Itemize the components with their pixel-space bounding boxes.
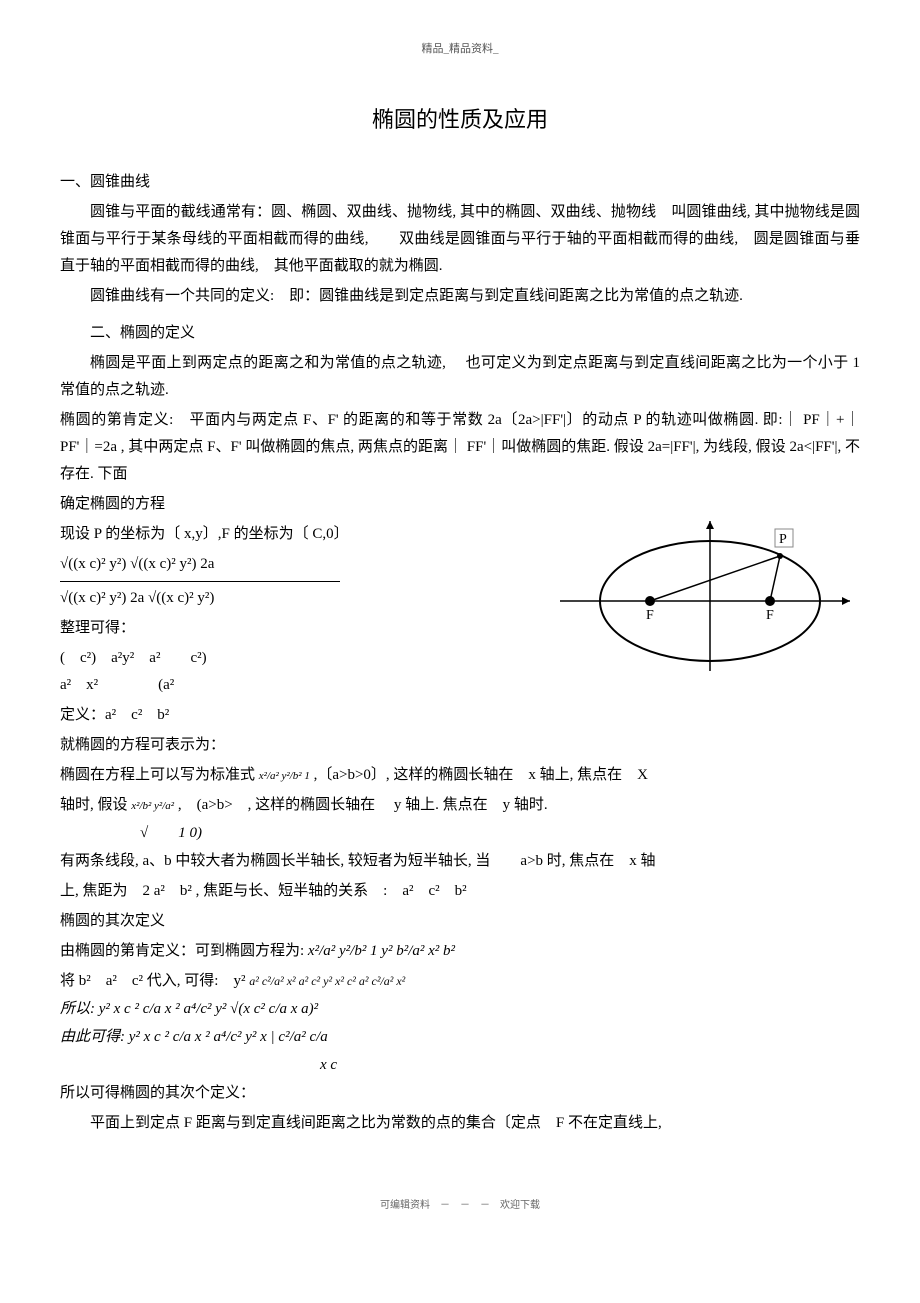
y-form-text-b: , (a>b> , 这样的椭圆长轴在 y 轴上. 焦点在 y 轴时.: [178, 797, 548, 813]
y-form-text-a: 轴时, 假设: [60, 797, 131, 813]
std-form-text-a: 椭圆在方程上可以写为标准式: [60, 767, 259, 783]
ellipse-svg: P F F: [560, 511, 860, 691]
paragraph-second-def-text: 平面上到定点 F 距离与到定直线间距离之比为常数的点的集合〔定点 F 不在定直线…: [60, 1110, 860, 1137]
label-p: P: [779, 532, 787, 547]
page-footer-small: 可编辑资料 － － － 欢迎下载: [60, 1197, 860, 1215]
y-axis-arrow: [706, 521, 714, 529]
y-form-extra: √ 1 0): [140, 823, 860, 844]
y-form-frac: x²/b² y²/a²: [131, 800, 174, 812]
paragraph-focal-dist: 上, 焦距为 2 a² b² , 焦距与长、短半轴的关系 : a² c² b²: [60, 878, 860, 905]
derive-2a: 将 b² a² c² 代入, 可得: y²: [60, 973, 245, 989]
paragraph-derive-1: 由椭圆的第肯定义：可到椭圆方程为: x²/a² y²/b² 1 y² b²/a²…: [60, 938, 860, 965]
derive-1a: 由椭圆的第肯定义：可到椭圆方程为:: [60, 943, 304, 959]
paragraph-y-axis-form: 轴时, 假设 x²/b² y²/a² , (a>b> , 这样的椭圆长轴在 y …: [60, 792, 860, 819]
section-2-heading: 二、椭圆的定义: [60, 320, 860, 347]
x-axis-arrow: [842, 597, 850, 605]
paragraph-first-def: 椭圆的第肯定义: 平面内与两定点 F、F' 的距离的和等于常数 2a〔2a>|F…: [60, 407, 860, 488]
page-header-small: 精品_精品资料_: [60, 40, 860, 60]
paragraph-derive-3: 所以: y² x c ² c/a x ² a⁴/c² y² √(x c² c/a…: [60, 999, 860, 1020]
paragraph-conic-intro: 圆锥与平面的截线通常有：圆、椭圆、双曲线、抛物线, 其中的椭圆、双曲线、抛物线 …: [60, 199, 860, 280]
std-form-frac: x²/a² y²/b² 1: [259, 770, 310, 782]
paragraph-semi-axes: 有两条线段, a、b 中较大者为椭圆长半轴长, 较短者为短半轴长, 当 a>b …: [60, 848, 860, 875]
derive-2b: a² c²/a² x² a² c² y² x² c² a² c²/a² x²: [249, 974, 405, 988]
label-f2: F: [766, 608, 774, 623]
section-1-heading: 一、圆锥曲线: [60, 169, 860, 196]
paragraph-second-def: 所以可得椭圆的其次个定义：: [60, 1080, 860, 1107]
derive-4b: x c: [320, 1055, 860, 1076]
document-title: 椭圆的性质及应用: [60, 100, 860, 140]
paragraph-def-b: 定义：a² c² b²: [60, 702, 860, 729]
paragraph-eq-express: 就椭圆的方程可表示为：: [60, 732, 860, 759]
figure-wrap: 现设 P 的坐标为〔 x,y〕,F 的坐标为〔 C,0〕 P F F √((x …: [60, 521, 860, 696]
label-f1: F: [646, 608, 654, 623]
line-f2-p: [770, 556, 780, 601]
paragraph-derive-4: 由此可得: y² x c ² c/a x ² a⁴/c² y² x | c²/a…: [60, 1024, 860, 1051]
point-p-dot: [777, 553, 783, 559]
paragraph-second-def-head: 椭圆的其次定义: [60, 908, 860, 935]
formula-divider: [60, 581, 340, 582]
paragraph-ellipse-def: 椭圆是平面上到两定点的距离之和为常值的点之轨迹, 也可定义为到定点距离与到定直线…: [60, 350, 860, 404]
line-f1-p: [650, 556, 780, 601]
std-form-text-b: ,〔a>b>0〕, 这样的椭圆长轴在 x 轴上, 焦点在 X: [314, 767, 648, 783]
derive-1b: x²/a² y²/b² 1 y² b²/a² x² b²: [308, 943, 455, 959]
derive-4a: 由此可得: y² x c ² c/a x ² a⁴/c² y² x | c²/a…: [60, 1029, 328, 1045]
paragraph-standard-form: 椭圆在方程上可以写为标准式 x²/a² y²/b² 1 ,〔a>b>0〕, 这样…: [60, 762, 860, 789]
paragraph-derive-2: 将 b² a² c² 代入, 可得: y² a² c²/a² x² a² c² …: [60, 968, 860, 995]
ellipse-figure: P F F: [560, 511, 860, 701]
paragraph-conic-def: 圆锥曲线有一个共同的定义: 即：圆锥曲线是到定点距离与到定直线间距离之比为常值的…: [60, 283, 860, 310]
